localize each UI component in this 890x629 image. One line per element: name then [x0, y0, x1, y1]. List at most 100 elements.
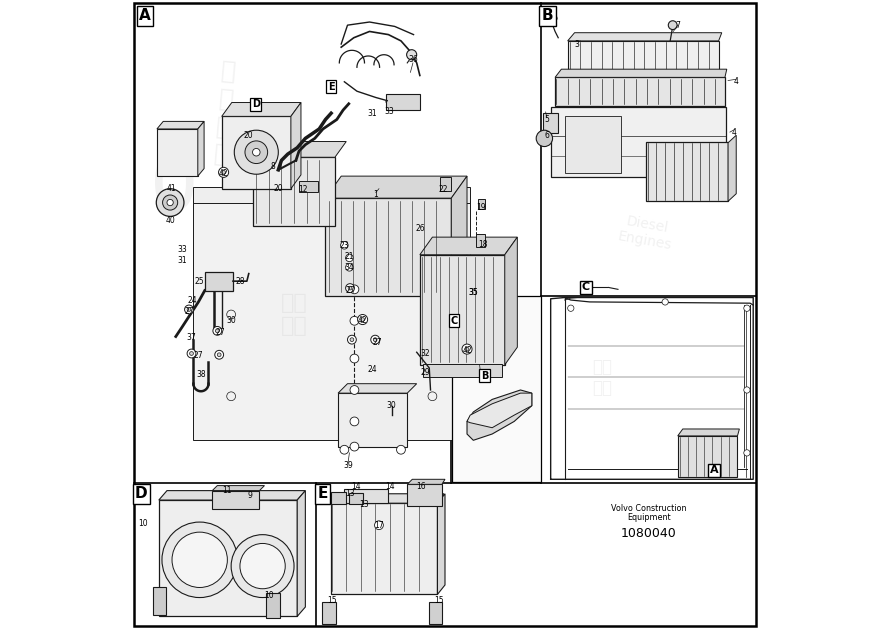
Text: 2: 2: [479, 374, 483, 383]
Bar: [429, 602, 442, 624]
Bar: [551, 107, 725, 177]
Text: E: E: [317, 486, 328, 501]
Text: 7: 7: [676, 21, 680, 30]
Text: 36: 36: [408, 55, 417, 64]
Text: 33: 33: [177, 245, 187, 253]
Circle shape: [157, 189, 184, 216]
Circle shape: [245, 141, 268, 164]
Circle shape: [360, 318, 365, 321]
Circle shape: [234, 130, 279, 174]
Circle shape: [373, 338, 377, 342]
Polygon shape: [408, 479, 445, 484]
Text: Equipment: Equipment: [627, 513, 670, 521]
Text: 27: 27: [184, 307, 194, 316]
Text: 25: 25: [194, 277, 204, 286]
Polygon shape: [568, 33, 722, 41]
Circle shape: [340, 445, 349, 454]
Circle shape: [358, 314, 368, 325]
Polygon shape: [438, 494, 445, 594]
Text: 柴发
动力: 柴发 动力: [592, 358, 612, 397]
Bar: [330, 492, 346, 504]
Text: B: B: [542, 8, 554, 23]
Text: 14: 14: [385, 482, 395, 491]
Polygon shape: [728, 135, 736, 201]
Circle shape: [184, 305, 193, 314]
Circle shape: [375, 521, 384, 530]
Circle shape: [214, 350, 223, 359]
Text: 8: 8: [271, 162, 275, 170]
Text: D: D: [135, 486, 148, 501]
Text: 柴发
动力: 柴发 动力: [280, 293, 307, 336]
Circle shape: [172, 532, 227, 587]
Circle shape: [253, 148, 260, 156]
Text: 27: 27: [215, 328, 225, 337]
Circle shape: [350, 316, 359, 325]
Polygon shape: [198, 121, 204, 176]
Text: 27: 27: [194, 351, 203, 360]
Circle shape: [217, 353, 221, 357]
Bar: [420, 255, 505, 365]
Text: 柴
发
动
力: 柴 发 动 力: [213, 59, 237, 167]
Bar: [386, 94, 420, 110]
Text: 17: 17: [374, 521, 384, 530]
Circle shape: [350, 354, 359, 363]
Text: C: C: [450, 316, 457, 326]
Polygon shape: [253, 142, 346, 157]
Bar: [326, 198, 451, 296]
Circle shape: [187, 349, 196, 358]
Text: 4: 4: [733, 77, 739, 86]
Text: Diesel
Engines: Diesel Engines: [343, 216, 409, 262]
Text: 28: 28: [236, 277, 246, 286]
Bar: [452, 296, 540, 482]
Circle shape: [662, 299, 668, 305]
Bar: [564, 116, 621, 173]
Circle shape: [345, 254, 353, 262]
Circle shape: [222, 170, 225, 174]
Circle shape: [350, 285, 359, 294]
Circle shape: [345, 264, 353, 271]
Text: 3: 3: [575, 40, 579, 48]
Bar: [408, 484, 441, 506]
Text: 6: 6: [545, 131, 549, 140]
Text: 24: 24: [187, 296, 197, 305]
Polygon shape: [297, 491, 305, 616]
Text: 10: 10: [264, 591, 274, 600]
Text: 12: 12: [298, 186, 308, 194]
Bar: [266, 593, 279, 618]
Text: 42: 42: [219, 169, 229, 178]
Bar: [157, 129, 198, 176]
Bar: [555, 77, 725, 106]
Circle shape: [462, 344, 472, 354]
Polygon shape: [157, 121, 204, 129]
Text: B: B: [481, 370, 489, 381]
Text: 9: 9: [247, 491, 253, 500]
Circle shape: [341, 242, 348, 249]
Polygon shape: [420, 237, 517, 255]
Circle shape: [465, 347, 469, 351]
Circle shape: [568, 305, 574, 311]
Text: 5: 5: [545, 115, 549, 124]
Text: 20: 20: [244, 131, 254, 140]
Circle shape: [744, 450, 750, 456]
Text: 13: 13: [359, 500, 368, 509]
Polygon shape: [326, 176, 467, 198]
Bar: [322, 602, 336, 624]
Bar: [646, 142, 728, 201]
Text: 24: 24: [368, 365, 376, 374]
Circle shape: [350, 338, 354, 342]
Bar: [253, 157, 335, 226]
Text: 1080040: 1080040: [621, 527, 676, 540]
Text: 37: 37: [187, 333, 197, 342]
Bar: [193, 187, 470, 203]
Bar: [152, 587, 166, 615]
Text: 1: 1: [374, 191, 378, 199]
Polygon shape: [222, 103, 301, 116]
Text: 42: 42: [462, 347, 472, 355]
Text: 35: 35: [468, 288, 478, 297]
Text: A: A: [139, 8, 150, 23]
Circle shape: [371, 335, 379, 344]
Circle shape: [744, 305, 750, 311]
Bar: [478, 199, 485, 209]
Text: 35: 35: [468, 288, 478, 297]
Text: 29: 29: [420, 368, 430, 377]
